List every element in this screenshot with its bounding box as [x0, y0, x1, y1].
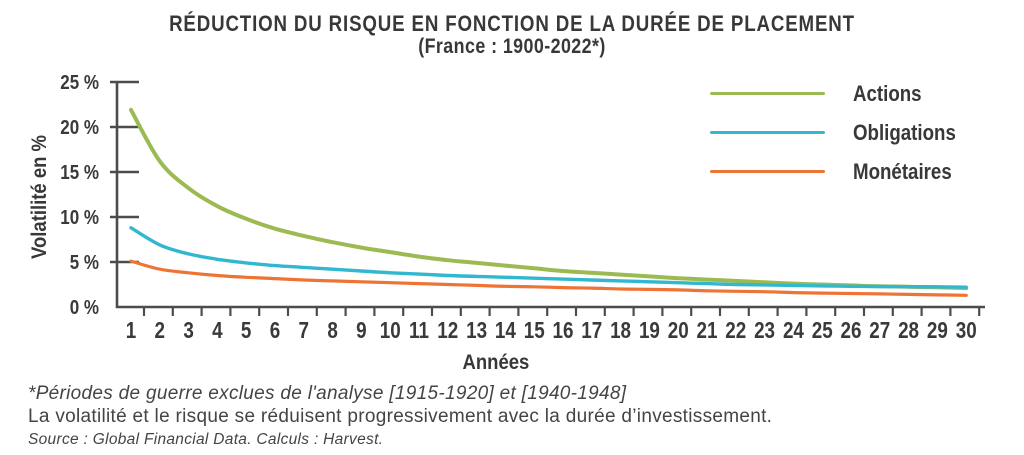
- x-tick-label: 2: [155, 318, 165, 343]
- obligations-line-swatch: [710, 131, 825, 134]
- y-tick-label: 20 %: [60, 116, 99, 139]
- y-tick-label: 15 %: [60, 161, 99, 184]
- footnote-war-exclusions: *Périodes de guerre exclues de l'analyse…: [28, 383, 627, 404]
- monetaires-line-swatch: [710, 170, 825, 173]
- x-tick-label: 13: [466, 318, 487, 343]
- x-tick-label: 12: [437, 318, 458, 343]
- x-tick-label: 17: [581, 318, 602, 343]
- x-tick-label: 23: [754, 318, 775, 343]
- x-tick-label: 20: [668, 318, 689, 343]
- footnote-summary: La volatilité et le risque se réduisent …: [28, 406, 773, 427]
- chart-subtitle: (France : 1900-2022*): [418, 35, 606, 58]
- chart-title: RÉDUCTION DU RISQUE EN FONCTION DE LA DU…: [169, 11, 855, 36]
- plot-area: 0 %5 %10 %15 %20 %25 %1 2 3 4 5 6 7 8 9 10 11 12 13 1…: [60, 71, 985, 343]
- x-tick-label: 7: [299, 318, 309, 343]
- x-tick-label: 30: [956, 318, 977, 343]
- x-tick-labels: 1 2 3 4 5 6 7 8 9 10 11 12 13 14 15 16 17 18 19 20 21 22 23 24 2…: [126, 318, 977, 343]
- x-tick-label: 24: [783, 318, 804, 343]
- x-tick-label: 26: [841, 318, 862, 343]
- x-tick-label: 15: [524, 318, 545, 343]
- legend-item-actions: Actions: [710, 74, 974, 113]
- legend-item-monetaires: Monétaires: [710, 152, 974, 191]
- series-line-obligations: [129, 226, 968, 289]
- x-tick-label: 1: [126, 318, 137, 343]
- series-line-monetaires: [129, 259, 968, 297]
- x-tick-label: 22: [725, 318, 746, 343]
- x-tick-label: 19: [639, 318, 660, 343]
- y-tick-label: 10 %: [60, 206, 99, 229]
- x-axis-title: Années: [462, 351, 530, 374]
- x-tick-label: 6: [270, 318, 280, 343]
- x-axis-title-wrap: Années: [0, 351, 992, 375]
- axis-lines: [115, 82, 985, 309]
- legend-label-actions: Actions: [853, 80, 922, 106]
- x-tick-label: 8: [327, 318, 338, 343]
- y-tick-label: 0 %: [70, 296, 99, 319]
- legend-label-obligations: Obligations: [853, 119, 956, 145]
- x-tick-label: 10: [380, 318, 401, 343]
- actions-line-swatch: [710, 92, 825, 95]
- y-tick-label: 5 %: [70, 251, 99, 274]
- x-tick-label: 18: [610, 318, 631, 343]
- x-tick-label: 29: [927, 318, 948, 343]
- x-tick-label: 16: [553, 318, 574, 343]
- legend-item-obligations: Obligations: [710, 113, 974, 152]
- footnote-source: Source : Global Financial Data. Calculs …: [28, 431, 384, 448]
- x-tick-label: 9: [356, 318, 366, 343]
- x-tick-label: 3: [183, 318, 193, 343]
- x-tick-label: 11: [409, 318, 429, 343]
- x-tick-label: 25: [812, 318, 833, 343]
- title-block: RÉDUCTION DU RISQUE EN FONCTION DE LA DU…: [0, 12, 1024, 58]
- y-tick-labels: 0 % 5 % 10 % 15 % 20 % 25 %: [60, 71, 99, 319]
- legend-label-monetaires: Monétaires: [853, 158, 952, 184]
- x-tick-label: 21: [697, 318, 718, 343]
- y-tick-label: 25 %: [60, 71, 99, 94]
- legend: Actions Obligations Monétaires: [710, 74, 974, 191]
- x-tick-label: 4: [212, 318, 223, 343]
- x-tick-label: 28: [898, 318, 919, 343]
- x-tick-label: 5: [241, 318, 252, 343]
- x-tick-label: 14: [495, 318, 516, 343]
- x-tick-label: 27: [869, 318, 890, 343]
